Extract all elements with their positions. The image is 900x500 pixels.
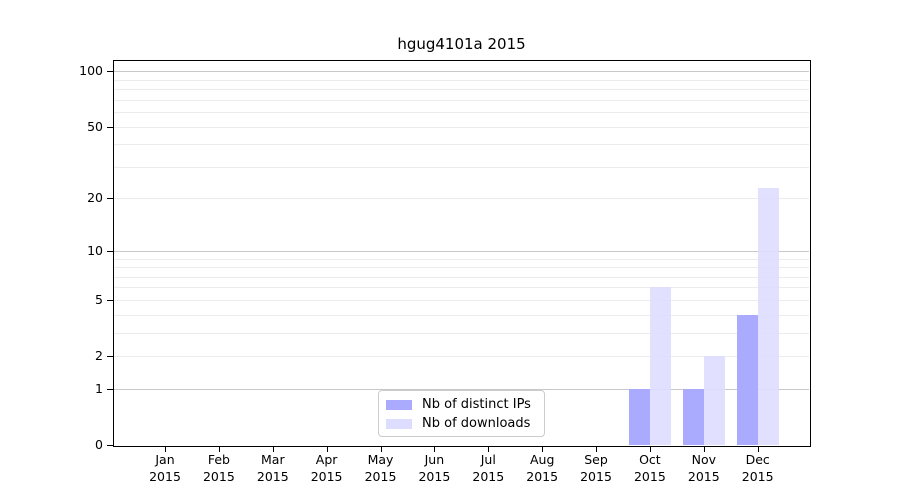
bar-distinct-ips-dec: [736, 314, 758, 445]
bar-distinct-ips-oct: [628, 388, 650, 445]
x-tick: [488, 446, 490, 452]
legend-swatch-distinct-ips: [386, 399, 412, 410]
gridline-minor: [114, 276, 809, 278]
y-tick: [107, 251, 113, 252]
x-tick-label: Jul 2015: [472, 452, 505, 484]
legend-swatch-downloads: [386, 418, 412, 429]
gridline-minor: [114, 356, 809, 357]
gridline-minor: [114, 126, 809, 128]
chart-title: hgug4101a 2015: [397, 35, 526, 53]
x-tick-label: Feb 2015: [202, 452, 235, 484]
gridline-minor: [114, 89, 809, 91]
x-tick: [165, 446, 166, 452]
legend-row-distinct-ips: Nb of distinct IPs: [386, 397, 535, 412]
y-tick: [107, 389, 113, 390]
gridline-minor: [114, 267, 809, 268]
gridline-minor: [114, 299, 809, 301]
y-tick-label: 0: [95, 437, 103, 452]
x-tick: [272, 446, 274, 452]
y-tick-label: 100: [79, 63, 103, 79]
y-tick: [107, 127, 113, 128]
x-tick-label: Sep 2015: [580, 452, 612, 484]
legend-label-distinct-ips: Nb of distinct IPs: [422, 397, 531, 412]
gridline-minor: [114, 198, 809, 200]
y-tick-label: 50: [87, 118, 103, 134]
y-tick: [107, 445, 113, 446]
x-tick-label: May 2015: [364, 452, 397, 484]
gridline-minor: [114, 258, 809, 260]
gridline-minor: [114, 99, 809, 101]
y-tick-label: 2: [95, 348, 103, 363]
gridline-minor: [114, 79, 809, 81]
y-tick: [107, 300, 113, 301]
y-tick-label: 5: [95, 291, 103, 307]
gridline-major: [114, 250, 809, 252]
y-tick-label: 20: [87, 190, 103, 206]
x-tick-label: Aug 2015: [526, 452, 559, 484]
x-tick-label: Mar 2015: [256, 452, 289, 484]
y-tick-label: 1: [95, 380, 103, 396]
x-tick: [326, 446, 328, 452]
y-tick: [107, 198, 113, 199]
gridline-minor: [114, 112, 809, 114]
y-tick-label: 10: [87, 242, 103, 258]
x-tick-label: Dec 2015: [741, 452, 774, 484]
x-tick: [434, 446, 436, 452]
x-tick: [380, 446, 382, 452]
legend-row-downloads: Nb of downloads: [386, 416, 535, 431]
legend: Nb of distinct IPs Nb of downloads: [378, 390, 545, 437]
x-tick-label: Jan 2015: [149, 452, 181, 484]
gridline-minor: [114, 314, 809, 316]
x-tick-label: Nov 2015: [687, 452, 720, 484]
gridline-major: [114, 71, 809, 73]
y-tick: [107, 356, 113, 357]
legend-label-downloads: Nb of downloads: [422, 416, 531, 431]
gridline-minor: [114, 144, 809, 146]
x-tick: [649, 446, 651, 452]
y-tick: [107, 71, 113, 72]
bar-downloads-dec: [757, 187, 779, 445]
x-tick: [218, 446, 220, 452]
gridline-minor: [114, 332, 809, 334]
bar-downloads-nov: [703, 356, 725, 445]
x-tick: [757, 446, 759, 452]
bar-distinct-ips-nov: [682, 388, 704, 445]
gridline-major: [114, 388, 809, 390]
x-tick-label: Apr 2015: [310, 452, 343, 484]
x-tick-label: Jun 2015: [418, 452, 451, 484]
x-tick-label: Oct 2015: [633, 452, 666, 484]
bar-downloads-oct: [649, 287, 671, 445]
gridline-minor: [114, 166, 809, 168]
x-tick: [542, 446, 544, 452]
x-tick: [596, 446, 597, 452]
gridline-minor: [114, 287, 809, 289]
x-tick: [703, 446, 705, 452]
